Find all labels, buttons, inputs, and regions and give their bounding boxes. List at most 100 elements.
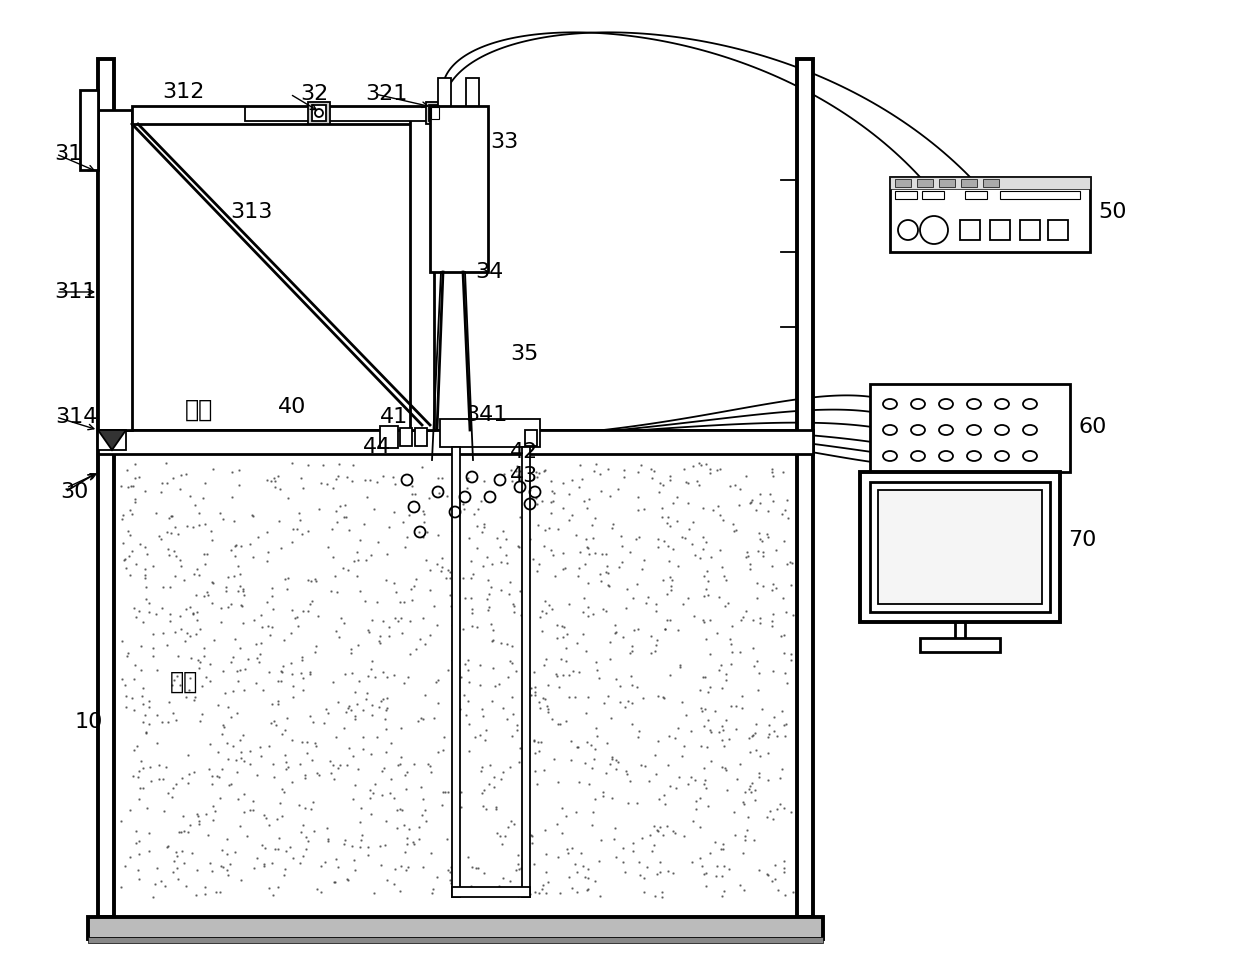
Point [655,796,675,812]
Point [394,595,414,610]
Point [231,598,250,613]
Point [164,470,184,486]
Point [740,779,760,794]
Point [445,809,465,824]
Point [300,709,320,724]
Point [577,539,596,555]
Point [476,722,496,738]
Point [712,868,732,884]
Point [552,800,572,816]
Point [146,707,166,722]
Point [650,819,670,835]
Text: 60: 60 [1078,417,1106,437]
Point [415,803,435,818]
Point [642,470,662,486]
Point [472,759,492,775]
Point [124,742,144,757]
Point [496,531,516,546]
Point [124,601,144,616]
Point [272,664,291,679]
Point [197,584,217,600]
Point [657,611,677,627]
Point [585,545,605,561]
Point [528,735,548,750]
Point [208,698,228,713]
Point [694,569,714,584]
Point [711,541,730,557]
Point [569,560,589,575]
Point [330,498,350,513]
Point [507,722,527,738]
Point [146,505,166,521]
Point [202,863,222,879]
Point [774,645,794,661]
Point [277,754,296,770]
Point [693,501,713,516]
Point [377,700,397,715]
Point [537,698,557,713]
Point [378,619,398,635]
Bar [81,90,98,170]
Point [518,885,538,900]
Point [270,481,290,497]
Point [339,873,358,888]
Point [376,745,396,760]
Point [517,737,537,752]
Point [182,606,202,621]
Point [404,837,424,852]
Point [715,667,735,682]
Point [714,569,734,584]
Point [356,691,376,707]
Point [414,506,434,522]
Point [490,539,510,555]
Point [254,856,274,872]
Point [484,660,503,676]
Point [510,509,529,525]
Point [139,716,159,732]
Point [381,736,401,751]
Point [727,523,746,538]
Point [268,469,288,484]
Point [578,734,598,749]
Bar [1048,220,1068,240]
Point [527,564,547,579]
Point [729,756,749,772]
Point [334,509,353,525]
Point [341,702,361,717]
Point [567,528,587,543]
Point [461,591,481,607]
Point [609,754,629,770]
Point [161,508,181,524]
Point [306,573,326,589]
Point [440,864,460,880]
Point [171,622,191,638]
Point [376,837,396,852]
Point [190,816,210,832]
Point [164,673,184,688]
Point [713,559,733,574]
Point [290,854,310,870]
Point [120,502,140,517]
Point [263,620,283,636]
Point [265,717,285,733]
Point [289,798,309,814]
Point [151,874,171,889]
Point [697,581,717,597]
Point [352,742,372,757]
Point [763,582,782,598]
Point [467,518,487,534]
Point [347,696,367,712]
Point [139,844,159,859]
Point [327,469,347,484]
Point [697,457,717,472]
Point [536,606,556,621]
Point [629,490,649,505]
Point [373,665,393,680]
Point [192,490,212,505]
Point [548,850,568,865]
Point [606,761,626,777]
Point [322,757,342,773]
Point [622,843,642,858]
Point [536,651,556,667]
Point [511,583,531,599]
